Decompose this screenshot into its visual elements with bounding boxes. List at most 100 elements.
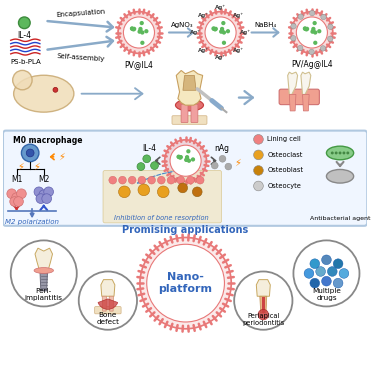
Circle shape: [11, 240, 77, 306]
Circle shape: [118, 12, 160, 53]
Text: AgNO₃: AgNO₃: [171, 22, 193, 28]
Circle shape: [131, 27, 136, 32]
Text: ⚡: ⚡: [33, 162, 40, 171]
Text: Ag⁺: Ag⁺: [232, 12, 244, 18]
Circle shape: [178, 183, 188, 193]
Circle shape: [118, 176, 126, 184]
Text: PS-b-PLA: PS-b-PLA: [10, 59, 40, 65]
FancyBboxPatch shape: [181, 104, 188, 123]
Circle shape: [333, 278, 343, 288]
Circle shape: [18, 17, 30, 28]
Circle shape: [158, 176, 165, 184]
Circle shape: [140, 30, 144, 34]
Text: Osteoblast: Osteoblast: [267, 168, 303, 174]
Text: Osteocyte: Osteocyte: [267, 183, 301, 189]
Circle shape: [309, 10, 315, 16]
Text: ⚡: ⚡: [58, 152, 64, 162]
Circle shape: [312, 21, 317, 25]
Circle shape: [185, 155, 189, 159]
Circle shape: [220, 28, 224, 33]
Polygon shape: [102, 296, 106, 311]
Circle shape: [151, 162, 158, 170]
Text: IL-4: IL-4: [142, 144, 157, 153]
Circle shape: [335, 152, 338, 154]
Circle shape: [158, 186, 169, 198]
Text: Multiple
drugs: Multiple drugs: [312, 288, 341, 301]
Circle shape: [320, 46, 326, 51]
Circle shape: [186, 149, 190, 153]
Text: Ag⁺: Ag⁺: [198, 12, 208, 18]
Text: Nano-
platform: Nano- platform: [159, 272, 213, 294]
Circle shape: [138, 30, 142, 34]
Circle shape: [177, 155, 181, 159]
Circle shape: [304, 27, 309, 32]
Circle shape: [16, 189, 26, 199]
Circle shape: [331, 152, 334, 154]
Circle shape: [10, 196, 20, 206]
Circle shape: [291, 36, 296, 41]
Circle shape: [293, 240, 360, 306]
Text: Bone
defect: Bone defect: [96, 312, 119, 325]
Text: M0 macrophage: M0 macrophage: [13, 136, 82, 146]
Text: PV/Ag@IL4: PV/Ag@IL4: [291, 60, 333, 69]
Circle shape: [303, 27, 307, 31]
Circle shape: [322, 276, 331, 286]
Circle shape: [12, 193, 21, 202]
Text: Self-assembly: Self-assembly: [56, 53, 105, 62]
Circle shape: [316, 267, 326, 276]
Circle shape: [109, 176, 117, 184]
Text: IL-4: IL-4: [17, 30, 32, 39]
Circle shape: [138, 27, 142, 31]
Circle shape: [7, 189, 16, 199]
Circle shape: [138, 184, 150, 196]
Circle shape: [191, 157, 195, 162]
Polygon shape: [176, 70, 203, 105]
Circle shape: [211, 26, 216, 31]
Circle shape: [317, 29, 321, 33]
Circle shape: [313, 30, 317, 34]
Circle shape: [137, 163, 145, 171]
Circle shape: [178, 156, 182, 160]
Polygon shape: [260, 296, 267, 313]
Text: Promising applications: Promising applications: [123, 225, 249, 235]
Ellipse shape: [13, 75, 74, 112]
Circle shape: [140, 40, 144, 45]
Circle shape: [225, 163, 232, 170]
Circle shape: [321, 14, 326, 20]
Polygon shape: [301, 72, 311, 94]
Polygon shape: [290, 94, 296, 111]
Circle shape: [39, 190, 49, 200]
Circle shape: [44, 187, 54, 196]
Circle shape: [322, 255, 331, 265]
Circle shape: [291, 24, 296, 29]
Text: Encapsulation: Encapsulation: [56, 9, 105, 18]
Circle shape: [221, 21, 225, 25]
Circle shape: [327, 36, 333, 42]
Circle shape: [128, 176, 136, 184]
FancyBboxPatch shape: [279, 89, 320, 105]
Circle shape: [26, 149, 34, 157]
Text: Lining cell: Lining cell: [267, 136, 301, 142]
Circle shape: [297, 45, 303, 51]
Circle shape: [310, 259, 320, 268]
Circle shape: [205, 17, 236, 48]
Ellipse shape: [34, 268, 54, 273]
Circle shape: [304, 268, 314, 278]
Circle shape: [140, 21, 144, 25]
Text: PV@IL4: PV@IL4: [124, 60, 153, 69]
Polygon shape: [109, 296, 114, 311]
Polygon shape: [262, 297, 265, 313]
Text: NaBH₄: NaBH₄: [254, 22, 276, 28]
Text: nAg: nAg: [214, 144, 229, 153]
Polygon shape: [35, 248, 52, 268]
Circle shape: [140, 237, 231, 329]
Circle shape: [196, 176, 204, 184]
Circle shape: [148, 176, 156, 184]
FancyBboxPatch shape: [103, 171, 222, 223]
Text: Osteoclast: Osteoclast: [267, 152, 303, 158]
Circle shape: [219, 30, 224, 34]
Circle shape: [220, 27, 224, 31]
Wedge shape: [98, 299, 118, 309]
Circle shape: [177, 176, 184, 184]
Polygon shape: [303, 94, 309, 111]
